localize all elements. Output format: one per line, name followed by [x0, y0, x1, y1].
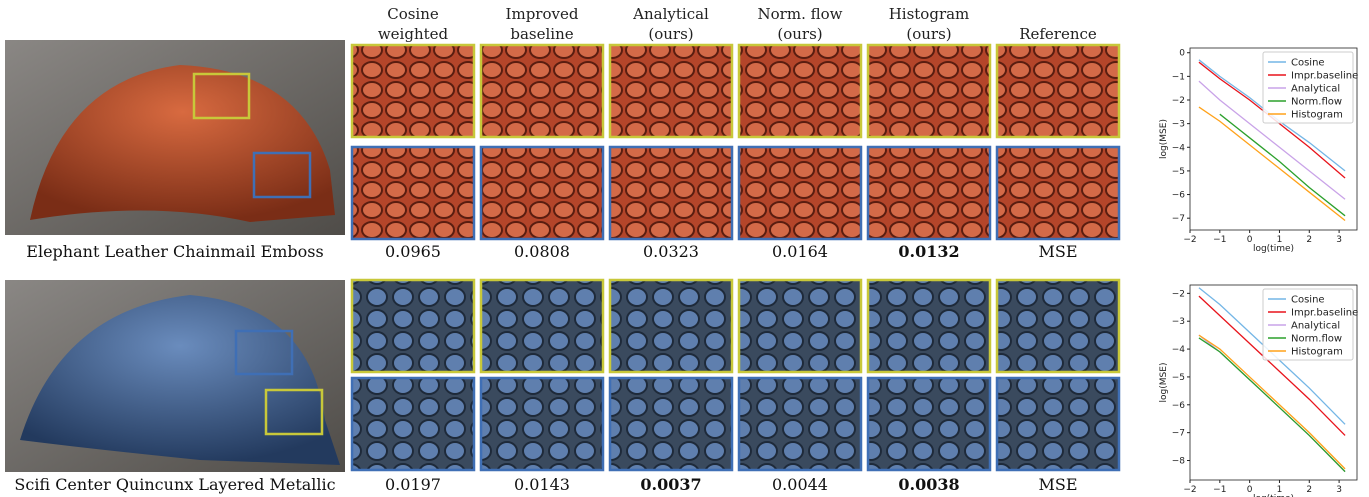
- y-tick-label: −5: [1172, 373, 1185, 383]
- mse-value: 0.0197: [385, 475, 441, 494]
- line-chart: −8−7−6−5−4−3−2−2−10123log(time)log(MSE)C…: [1159, 285, 1358, 497]
- x-tick-label: −2: [1183, 235, 1196, 245]
- crop-image: [352, 280, 474, 372]
- x-tick-label: 2: [1306, 485, 1312, 495]
- y-tick-label: −3: [1172, 120, 1185, 130]
- y-tick-label: −8: [1172, 457, 1186, 467]
- column-header: Histogram: [889, 5, 970, 23]
- crop-image: [868, 45, 990, 137]
- mse-value: 0.0323: [643, 242, 699, 261]
- column-header: (ours): [648, 25, 693, 43]
- mse-value: 0.0164: [772, 242, 828, 261]
- column-header: (ours): [906, 25, 951, 43]
- legend-label: Histogram: [1291, 110, 1343, 121]
- mse-value: 0.0143: [514, 475, 570, 494]
- mse-value: 0.0808: [514, 242, 570, 261]
- x-tick-label: −2: [1183, 485, 1196, 495]
- y-tick-label: −4: [1172, 345, 1186, 355]
- crop-image: [997, 280, 1119, 372]
- crop-image: [610, 378, 732, 470]
- y-tick-label: −5: [1172, 167, 1185, 177]
- crop-image: [739, 378, 861, 470]
- y-tick-label: −2: [1172, 96, 1185, 106]
- crop-image: [868, 280, 990, 372]
- legend-label: Analytical: [1291, 321, 1340, 332]
- crop-image: [610, 147, 732, 239]
- legend-label: Impr.baseline: [1291, 308, 1358, 319]
- x-tick-label: −1: [1213, 235, 1226, 245]
- y-tick-label: 0: [1179, 49, 1185, 59]
- column-header: (ours): [777, 25, 822, 43]
- x-tick-label: 0: [1247, 235, 1253, 245]
- column-header: weighted: [378, 25, 449, 43]
- x-tick-label: 3: [1336, 485, 1342, 495]
- column-header: Reference: [1019, 25, 1097, 43]
- scene-label: Elephant Leather Chainmail Emboss: [26, 242, 323, 261]
- mse-value: 0.0038: [898, 475, 959, 494]
- x-tick-label: 0: [1247, 485, 1253, 495]
- legend-label: Cosine: [1291, 58, 1325, 69]
- mse-value: 0.0965: [385, 242, 441, 261]
- y-tick-label: −1: [1172, 72, 1185, 82]
- y-tick-label: −7: [1172, 429, 1185, 439]
- column-header: baseline: [510, 25, 573, 43]
- crop-image: [997, 45, 1119, 137]
- crop-image: [481, 280, 603, 372]
- figure: Cosine weighted Improved baseline Analytical…: [0, 0, 1369, 497]
- crop-image: [739, 280, 861, 372]
- y-tick-label: −7: [1172, 214, 1185, 224]
- x-axis-label: log(time): [1253, 244, 1294, 254]
- column-header: Improved: [506, 5, 579, 23]
- y-tick-label: −6: [1172, 191, 1186, 201]
- crop-image: [481, 45, 603, 137]
- crop-image: [352, 45, 474, 137]
- legend-label: Impr.baseline: [1291, 71, 1358, 82]
- crop-image: [481, 147, 603, 239]
- crop-image: [739, 45, 861, 137]
- scene-label: Scifi Center Quincunx Layered Metallic: [14, 475, 335, 494]
- legend-label: Analytical: [1291, 84, 1340, 95]
- column-header: Cosine: [387, 5, 439, 23]
- crop-image: [481, 378, 603, 470]
- series-line: [1220, 114, 1345, 216]
- y-tick-label: −6: [1172, 401, 1186, 411]
- mse-value: 0.0044: [772, 475, 828, 494]
- crop-image: [997, 147, 1119, 239]
- y-axis-label: log(MSE): [1159, 363, 1169, 403]
- scene-2: [5, 280, 345, 472]
- y-tick-label: −4: [1172, 143, 1186, 153]
- series-line: [1199, 107, 1345, 220]
- crop-image: [352, 378, 474, 470]
- legend-label: Norm.flow: [1291, 334, 1342, 345]
- reference-label: MSE: [1038, 475, 1077, 494]
- legend-label: Cosine: [1291, 295, 1325, 306]
- y-axis-label: log(MSE): [1159, 119, 1169, 159]
- mse-value: 0.0132: [898, 242, 959, 261]
- crop-image: [739, 147, 861, 239]
- x-tick-label: −1: [1213, 485, 1226, 495]
- crop-image: [610, 280, 732, 372]
- y-tick-label: −3: [1172, 317, 1185, 327]
- crop-image: [868, 378, 990, 470]
- x-tick-label: 2: [1306, 235, 1312, 245]
- reference-label: MSE: [1038, 242, 1077, 261]
- y-tick-label: −2: [1172, 289, 1185, 299]
- mse-value: 0.0037: [640, 475, 701, 494]
- legend-label: Histogram: [1291, 347, 1343, 358]
- crop-image: [868, 147, 990, 239]
- legend-label: Norm.flow: [1291, 97, 1342, 108]
- x-tick-label: 3: [1336, 235, 1342, 245]
- column-header: Analytical: [632, 5, 709, 23]
- scene-1: [5, 40, 345, 235]
- crop-image: [997, 378, 1119, 470]
- crop-image: [610, 45, 732, 137]
- crop-image: [352, 147, 474, 239]
- column-header: Norm. flow: [758, 5, 843, 23]
